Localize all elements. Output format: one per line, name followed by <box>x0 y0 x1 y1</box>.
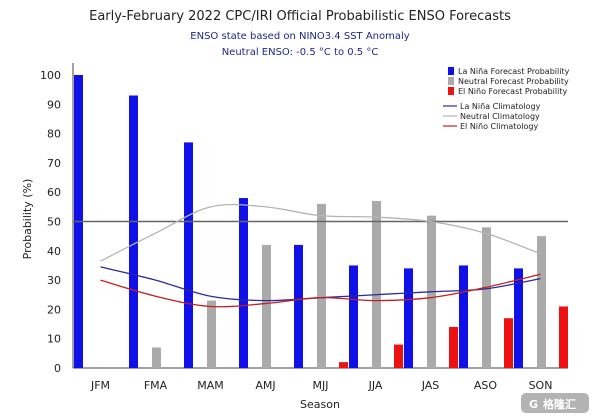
climatology-line-el-nino <box>100 273 541 308</box>
legend-label-la-nina: La Niña Forecast Probability <box>458 67 570 76</box>
legend-label-el-nino: El Niño Forecast Probability <box>458 87 567 96</box>
bar-la-nina <box>459 265 468 368</box>
chart-title: Early-February 2022 CPC/IRI Official Pro… <box>89 9 511 24</box>
bar-la-nina <box>514 268 523 368</box>
bar-neutral <box>317 203 326 368</box>
x-tick-label: JFM <box>90 379 110 392</box>
climatology-line-neutral <box>100 203 541 262</box>
chart-subtitle-line-2: Neutral ENSO: -0.5 °C to 0.5 °C <box>222 47 379 58</box>
y-tick-label: 50 <box>47 216 61 229</box>
x-tick-label: FMA <box>144 379 168 392</box>
bar-neutral <box>482 227 491 368</box>
y-axis-label: Probability (%) <box>21 179 34 260</box>
y-tick-label: 100 <box>40 69 61 82</box>
watermark-badge <box>521 393 589 413</box>
legend-swatch-neutral <box>448 77 454 85</box>
bar-neutral <box>537 236 546 368</box>
x-tick-labels: JFM FMA MAM AMJ MJJ JJA JAS ASO SON <box>90 379 552 392</box>
legend-swatch-la-nina <box>448 67 454 75</box>
x-tick-label: SON <box>529 379 553 392</box>
watermark-text: 格隆汇 <box>543 397 576 411</box>
y-tick-label: 10 <box>47 333 61 346</box>
y-tick-label: 80 <box>47 128 61 141</box>
watermark: G 格隆汇 <box>521 393 589 413</box>
y-tick-label: 70 <box>47 157 61 170</box>
legend-label-neutral-clim: Neutral Climatology <box>460 112 540 121</box>
x-tick-label: JJA <box>368 379 383 392</box>
bar-el-nino <box>504 318 513 368</box>
x-tick-label: ASO <box>474 379 498 392</box>
watermark-logo-icon: G <box>529 398 538 411</box>
bar-la-nina <box>129 95 138 368</box>
y-tick-label: 20 <box>47 303 61 316</box>
bar-el-nino <box>449 326 458 368</box>
bar-la-nina <box>404 268 413 368</box>
legend-label-el-nino-clim: El Niño Climatology <box>460 122 538 131</box>
bar-el-nino <box>394 344 403 368</box>
bar-neutral <box>372 200 381 368</box>
bar-el-nino <box>559 306 568 368</box>
x-tick-label: MAM <box>197 379 224 392</box>
y-tick-label: 0 <box>54 362 61 375</box>
legend-swatch-el-nino <box>448 87 454 95</box>
x-tick-label: MJJ <box>313 379 329 392</box>
y-tick-label: 40 <box>47 245 61 258</box>
bar-el-nino <box>339 362 348 368</box>
legend-label-la-nina-clim: La Niña Climatology <box>460 102 541 111</box>
y-tick-label: 60 <box>47 186 61 199</box>
bar-neutral <box>207 300 216 368</box>
chart-subtitle-line-1: ENSO state based on NINO3.4 SST Anomaly <box>190 31 409 42</box>
y-tick-label: 90 <box>47 98 61 111</box>
bar-la-nina <box>239 198 248 368</box>
legend-label-neutral: Neutral Forecast Probability <box>458 77 569 86</box>
x-tick-label: AMJ <box>255 379 275 392</box>
bar-la-nina <box>294 244 303 368</box>
chart-legend: La Niña Forecast Probability Neutral For… <box>443 67 570 131</box>
y-tick-labels: 0 10 20 30 40 50 60 70 80 90 100 <box>40 69 61 375</box>
bar-la-nina <box>184 142 193 368</box>
bar-neutral <box>152 347 161 368</box>
climatology-lines <box>100 203 541 308</box>
y-tick-label: 30 <box>47 274 61 287</box>
x-tick-label: JAS <box>421 379 440 392</box>
x-axis-label: Season <box>300 398 340 411</box>
bar-neutral <box>262 244 271 368</box>
bar-la-nina <box>349 265 358 368</box>
